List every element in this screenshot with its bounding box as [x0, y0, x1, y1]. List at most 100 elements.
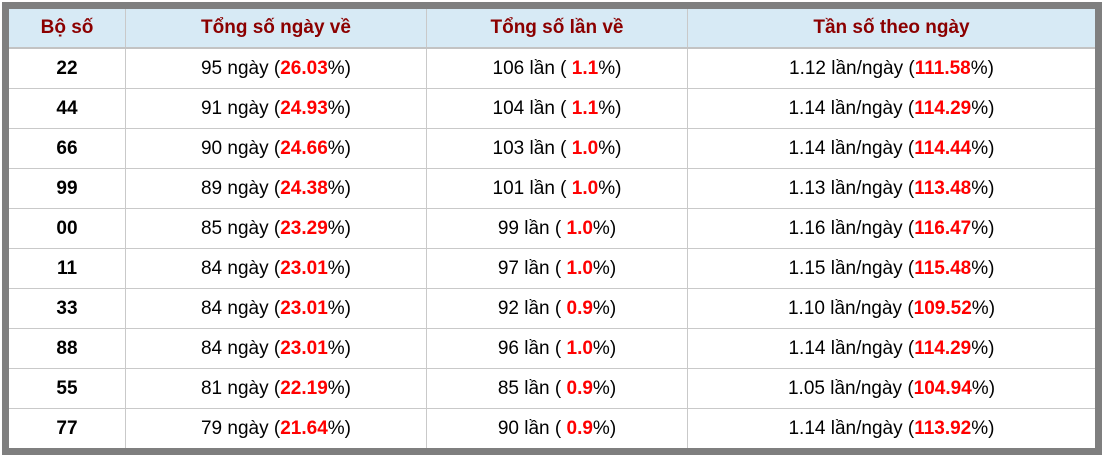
days-cell: 90 ngày (24.66%) — [125, 128, 427, 169]
days-text-prefix: 84 ngày ( — [200, 337, 281, 359]
days-text-prefix: 84 ngày ( — [200, 297, 281, 319]
times-cell: 85 lần ( 0.9%) — [426, 368, 688, 409]
days-text-suffix: %) — [327, 297, 351, 319]
freq-text-suffix: %) — [971, 337, 995, 359]
freq-highlight-value: 109.52 — [913, 297, 972, 319]
days-text-suffix: %) — [327, 57, 351, 79]
pair-cell: 99 — [9, 168, 126, 209]
days-text-prefix: 91 ngày ( — [200, 97, 281, 119]
times-cell: 106 lần ( 1.1%) — [426, 48, 688, 89]
freq-highlight-value: 114.44 — [914, 137, 972, 159]
times-text-suffix: %) — [592, 297, 617, 319]
days-highlight-value: 24.93 — [280, 97, 328, 119]
times-highlight-value: 1.1 — [571, 57, 599, 79]
times-text-suffix: %) — [598, 97, 622, 119]
freq-text-prefix: 1.16 lần/ngày ( — [788, 217, 915, 239]
freq-text-suffix: %) — [971, 217, 995, 239]
frequency-cell: 1.10 lần/ngày (109.52%) — [687, 288, 1095, 329]
times-highlight-value: 1.0 — [571, 137, 599, 159]
days-cell: 85 ngày (23.29%) — [125, 208, 427, 249]
pair-cell: 22 — [56, 57, 78, 79]
days-text-suffix: %) — [327, 217, 351, 239]
times-text-prefix: 106 lần ( — [492, 57, 572, 79]
freq-text-prefix: 1.14 lần/ngày ( — [788, 337, 915, 359]
pair-cell: 00 — [9, 208, 126, 249]
header-row: Bộ số Tổng số ngày về Tổng số lần về Tần… — [9, 9, 1095, 49]
days-highlight-value: 23.29 — [280, 217, 328, 239]
days-highlight-value: 24.66 — [280, 137, 328, 159]
days-text-suffix: %) — [327, 377, 351, 399]
col-header-times: Tổng số lần về — [426, 9, 688, 49]
frequency-cell: 1.15 lần/ngày (115.48%) — [687, 248, 1095, 289]
freq-highlight-value: 113.92 — [914, 417, 972, 439]
times-text-suffix: %) — [592, 417, 617, 439]
times-highlight-value: 0.9 — [566, 297, 593, 319]
table-row: 66 90 ngày (24.66%) 103 lần ( 1.0%) 1.14 lầ… — [9, 128, 1095, 169]
days-highlight-value: 21.64 — [280, 417, 328, 439]
freq-highlight-value: 104.94 — [913, 377, 972, 399]
freq-text-prefix: 1.15 lần/ngày ( — [788, 257, 915, 279]
frequency-cell: 1.14 lần/ngày (114.29%) — [687, 88, 1095, 129]
freq-text-prefix: 1.14 lần/ngày ( — [788, 97, 915, 119]
col-header-days: Tổng số ngày về — [125, 9, 427, 49]
freq-highlight-value: 114.29 — [914, 337, 972, 359]
times-text-suffix: %) — [598, 57, 622, 79]
days-text-prefix: 89 ngày ( — [200, 177, 281, 199]
days-highlight-value: 22.19 — [280, 377, 328, 399]
times-highlight-value: 1.1 — [571, 97, 599, 119]
times-cell: 103 lần ( 1.0%) — [426, 128, 688, 169]
freq-text-prefix: 1.10 lần/ngày ( — [787, 297, 914, 319]
days-text-suffix: %) — [327, 257, 351, 279]
pair-cell: 55 — [9, 368, 126, 409]
days-text-suffix: %) — [327, 417, 351, 439]
frequency-cell: 1.14 lần/ngày (113.92%) — [687, 408, 1095, 448]
pair-cell: 88 — [9, 328, 126, 369]
days-text-suffix: %) — [327, 97, 351, 119]
pair-cell: 11 — [9, 248, 126, 289]
days-text-suffix: %) — [327, 137, 351, 159]
freq-text-suffix: %) — [971, 177, 995, 199]
days-highlight-value: 26.03 — [280, 57, 328, 79]
frequency-cell: 1.14 lần/ngày (114.29%) — [687, 328, 1095, 369]
pair-cell: 44 — [9, 88, 126, 129]
col-header-frequency: Tần số theo ngày — [687, 9, 1095, 49]
times-highlight-value: 1.0 — [571, 177, 599, 199]
table-body: 22 95 ngày (26.03%) 106 lần ( 1.1%) 1.12 lầ… — [9, 48, 1095, 448]
col-header-pair: Bộ số — [9, 9, 126, 49]
days-cell: 84 ngày (23.01%) — [125, 328, 427, 369]
times-text-suffix: %) — [592, 337, 617, 359]
times-highlight-value: 1.0 — [566, 257, 593, 279]
freq-text-prefix: 1.12 lần/ngày ( — [789, 57, 915, 79]
times-text-prefix: 85 lần ( — [497, 377, 567, 399]
days-highlight-value: 23.01 — [280, 337, 328, 359]
times-cell: 99 lần ( 1.0%) — [426, 208, 688, 249]
freq-text-suffix: %) — [971, 377, 996, 399]
freq-text-suffix: %) — [971, 257, 995, 279]
times-text-prefix: 97 lần ( — [497, 257, 567, 279]
times-text-prefix: 104 lần ( — [492, 97, 572, 119]
days-cell: 84 ngày (23.01%) — [125, 248, 427, 289]
times-text-suffix: %) — [592, 377, 617, 399]
freq-highlight-value: 114.29 — [914, 97, 972, 119]
table-row: 33 84 ngày (23.01%) 92 lần ( 0.9%) 1.10 lần… — [9, 288, 1095, 329]
times-text-suffix: %) — [592, 217, 617, 239]
freq-text-suffix: %) — [971, 97, 995, 119]
times-cell: 92 lần ( 0.9%) — [426, 288, 688, 329]
times-text-prefix: 99 lần ( — [497, 217, 567, 239]
freq-highlight-value: 111.58 — [914, 57, 971, 79]
times-cell: 97 lần ( 1.0%) — [426, 248, 688, 289]
times-cell: 104 lần ( 1.1%) — [426, 88, 688, 129]
days-text-prefix: 81 ngày ( — [200, 377, 281, 399]
freq-text-suffix: %) — [970, 57, 994, 79]
table-row: 88 84 ngày (23.01%) 96 lần ( 1.0%) 1.14 lần… — [9, 328, 1095, 369]
days-text-prefix: 79 ngày ( — [200, 417, 281, 439]
freq-text-suffix: %) — [971, 297, 996, 319]
table-row: 55 81 ngày (22.19%) 85 lần ( 0.9%) 1.05 lần… — [9, 368, 1095, 409]
days-highlight-value: 23.01 — [280, 257, 328, 279]
table-header: Bộ số Tổng số ngày về Tổng số lần về Tần… — [9, 9, 1095, 49]
frequency-cell: 1.05 lần/ngày (104.94%) — [687, 368, 1095, 409]
days-cell: 84 ngày (23.01%) — [125, 288, 427, 329]
frequency-cell: 1.14 lần/ngày (114.44%) — [687, 128, 1095, 169]
freq-text-suffix: %) — [971, 417, 995, 439]
freq-text-prefix: 1.14 lần/ngày ( — [788, 137, 915, 159]
